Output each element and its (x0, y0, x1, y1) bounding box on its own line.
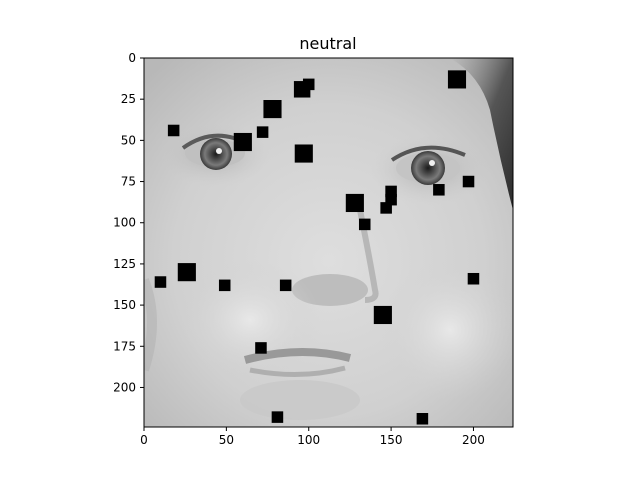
x-tick-label: 0 (140, 433, 148, 447)
x-tick-label: 150 (380, 433, 403, 447)
occlusion-patch (271, 411, 284, 423)
occlusion-patch (345, 193, 364, 213)
occlusion-patch (263, 100, 282, 119)
occlusion-patch (385, 185, 397, 198)
occlusion-patch (177, 263, 196, 282)
x-axis: 0 50 100 150 200 (140, 427, 485, 447)
occlusion-patch (416, 412, 429, 425)
axes-frame (143, 57, 514, 428)
occlusion-patch (293, 81, 311, 98)
y-tick-label: 200 (113, 380, 136, 394)
occlusion-patch (279, 279, 292, 292)
occlusion-patch (233, 132, 252, 152)
y-tick-label: 25 (121, 92, 136, 106)
occlusion-patch (358, 218, 371, 231)
occlusion-patches (154, 70, 480, 425)
occlusion-patch (447, 70, 467, 89)
occlusion-patch (373, 305, 392, 325)
occlusion-patch (380, 202, 392, 214)
occlusion-patch (433, 184, 445, 196)
face-photo (144, 58, 513, 427)
y-axis: 0 25 50 75 100 125 150 175 200 (113, 51, 144, 394)
occlusion-patch (218, 279, 231, 292)
occlusion-patch (256, 126, 269, 138)
y-tick-label: 150 (113, 298, 136, 312)
x-tick-label: 200 (462, 433, 485, 447)
occlusion-patch (467, 272, 480, 285)
image-area (144, 58, 513, 427)
x-tick-label: 100 (297, 433, 320, 447)
y-tick-label: 50 (121, 133, 136, 147)
occlusion-patch (462, 175, 475, 188)
occlusion-patch (255, 342, 267, 354)
occlusion-patch (294, 144, 313, 163)
y-tick-label: 175 (113, 339, 136, 353)
occlusion-patch (154, 276, 167, 288)
y-tick-label: 125 (113, 257, 136, 271)
occlusion-patch (167, 124, 180, 137)
x-tick-label: 50 (219, 433, 234, 447)
y-tick-label: 0 (128, 51, 136, 65)
y-tick-label: 75 (121, 175, 136, 189)
y-tick-label: 100 (113, 216, 136, 230)
occlusion-patch (385, 193, 397, 206)
chart-title: neutral (299, 34, 356, 53)
